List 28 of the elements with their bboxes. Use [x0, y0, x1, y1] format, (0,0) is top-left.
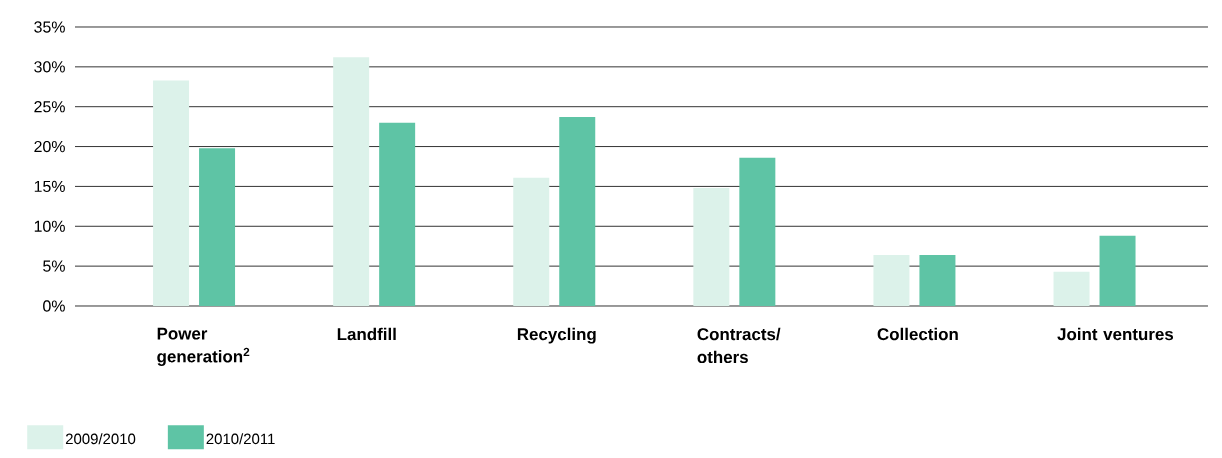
x-tick-label: Joint ventures: [1057, 327, 1174, 341]
y-tick-label: 15%: [34, 180, 65, 193]
bar: [919, 254, 956, 306]
bar: [873, 254, 910, 306]
x-tick-label: Recycling: [517, 327, 596, 344]
bar: [199, 148, 236, 306]
y-tick-label: 10%: [34, 220, 65, 232]
bar: [153, 80, 190, 306]
y-tick-label: 5%: [43, 260, 65, 272]
y-tick-label: 25%: [34, 101, 65, 113]
y-tick-label: 30%: [34, 61, 65, 73]
bar: [513, 177, 550, 306]
bar: [379, 122, 416, 306]
bar: [559, 117, 596, 306]
category-label: Power generation$^{2}$: [157, 327, 250, 366]
bar: [1099, 235, 1136, 306]
legend-label: 2010/2011: [206, 433, 275, 445]
legend-label: 2009/2010: [65, 433, 136, 445]
bar: [739, 157, 776, 306]
bar: [693, 188, 730, 306]
x-tick-label: Collection: [877, 327, 958, 341]
x-tick-label: Contracts/ others: [697, 327, 781, 364]
y-tick-label: 35%: [34, 21, 65, 33]
x-tick-label: Landfill: [337, 327, 396, 341]
bar: [1053, 271, 1090, 306]
bar: [333, 57, 370, 306]
y-tick-label: 20%: [34, 140, 65, 153]
y-tick-label: 0%: [43, 300, 65, 312]
